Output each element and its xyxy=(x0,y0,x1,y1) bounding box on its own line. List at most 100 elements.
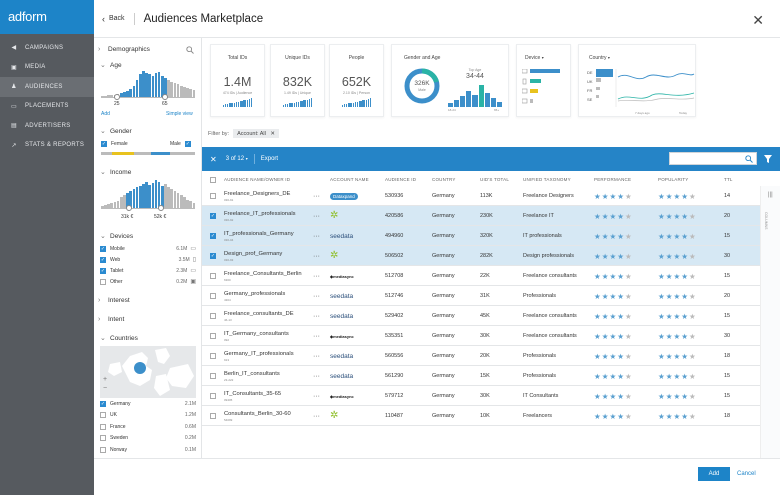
checkbox[interactable] xyxy=(100,412,106,418)
stat-card-total-ids[interactable]: Total IDs 1.4M 474 IDs | Audience xyxy=(210,44,265,117)
country-row-france[interactable]: France 0.6M xyxy=(100,422,196,431)
column-header[interactable]: PERFORMANCE xyxy=(594,177,632,182)
performance-stars[interactable]: ★ ★ ★ ★ ★ xyxy=(594,246,632,266)
country-row-sweden[interactable]: Sweden 0.2M xyxy=(100,434,196,443)
row-checkbox[interactable] xyxy=(210,333,216,339)
income-histogram[interactable] xyxy=(101,180,196,208)
audience-name[interactable]: Freelance_Consultants_Berlin xyxy=(224,270,302,277)
stat-card-people[interactable]: People 652K 2.10 IDs | Person xyxy=(329,44,384,117)
more-options-icon[interactable]: ··· xyxy=(313,312,320,320)
more-options-icon[interactable]: ··· xyxy=(313,292,320,300)
logo[interactable]: adform xyxy=(0,0,94,34)
table-row[interactable]: Berlin_IT_consultants 23-222 ··· seedata 561… xyxy=(202,366,762,386)
account-filter-chip[interactable]: Account: All ✕ xyxy=(233,129,279,138)
income-header[interactable]: ⌄ Income xyxy=(100,168,131,177)
row-checkbox[interactable]: ✓ xyxy=(210,253,216,259)
column-header[interactable]: ACCOUNT NAME xyxy=(330,177,369,182)
more-options-icon[interactable]: ··· xyxy=(313,192,320,200)
row-checkbox[interactable] xyxy=(210,393,216,399)
close-icon[interactable]: ✕ xyxy=(210,154,217,164)
device-row-web[interactable]: ✓ Web 3.5M ▯ xyxy=(100,255,196,264)
checkbox[interactable]: ✓ xyxy=(100,245,106,252)
audience-name[interactable]: Berlin_IT_consultants xyxy=(224,370,280,377)
row-checkbox[interactable] xyxy=(210,353,216,359)
performance-stars[interactable]: ★ ★ ★ ★ ★ xyxy=(594,346,632,366)
column-header[interactable]: POPULARITY xyxy=(658,177,689,182)
demographics-header[interactable]: › Demographics xyxy=(98,46,150,53)
audience-name[interactable]: IT_Consultants_35-65 xyxy=(224,390,282,397)
selection-count[interactable]: 3 of 12 ▾ xyxy=(226,156,248,162)
sidebar-item-stats-reports[interactable]: ↗ STATS & REPORTS xyxy=(0,136,94,156)
row-checkbox[interactable] xyxy=(210,413,216,419)
popularity-stars[interactable]: ★ ★ ★ ★ ★ xyxy=(658,346,696,366)
select-all-checkbox[interactable] xyxy=(210,177,216,183)
age-slider-max-handle[interactable] xyxy=(162,94,168,100)
performance-stars[interactable]: ★ ★ ★ ★ ★ xyxy=(594,206,632,226)
audience-name[interactable]: Freelance_consultants_DE xyxy=(224,310,294,317)
interest-header[interactable]: › Interest xyxy=(98,297,130,304)
table-row[interactable]: Consultants_Berlin_30-60 54099 ··· ✲ 110487 G… xyxy=(202,406,762,426)
country-row-uk[interactable]: UK 1.2M xyxy=(100,411,196,420)
device-card[interactable]: Device ▾ xyxy=(516,44,571,117)
zoom-in-button[interactable]: + xyxy=(103,376,108,383)
column-header[interactable]: UID'S TOTAL xyxy=(480,177,510,182)
device-row-tablet[interactable]: ✓ Tablet 2.3M ▭ xyxy=(100,266,196,275)
row-checkbox[interactable]: ✓ xyxy=(210,213,216,219)
checkbox[interactable] xyxy=(100,278,106,285)
table-row[interactable]: IT_Consultants_35-65 09405 ··· ◆mediasync 57… xyxy=(202,386,762,406)
popularity-stars[interactable]: ★ ★ ★ ★ ★ xyxy=(658,286,696,306)
table-row[interactable]: Germany_IT_professionals 913 ··· seedata 560… xyxy=(202,346,762,366)
column-header[interactable]: TTL xyxy=(724,177,733,182)
sidebar-item-placements[interactable]: ▭ PLACEMENTS xyxy=(0,97,94,117)
column-header[interactable]: AUDIENCE ID xyxy=(385,177,417,182)
close-icon[interactable]: ✕ xyxy=(752,12,764,28)
country-card-title[interactable]: Country ▾ xyxy=(579,55,695,61)
sidebar-item-media[interactable]: ▣ MEDIA xyxy=(0,58,94,78)
back-button[interactable]: ‹ Back xyxy=(102,12,135,25)
popularity-stars[interactable]: ★ ★ ★ ★ ★ xyxy=(658,186,696,206)
performance-stars[interactable]: ★ ★ ★ ★ ★ xyxy=(594,326,632,346)
popularity-stars[interactable]: ★ ★ ★ ★ ★ xyxy=(658,306,696,326)
filter-icon[interactable] xyxy=(764,155,772,163)
checkbox[interactable]: ✓ xyxy=(100,400,106,407)
row-checkbox[interactable]: ✓ xyxy=(210,233,216,239)
audience-name[interactable]: IT_professionals_Germany xyxy=(224,230,294,237)
performance-stars[interactable]: ★ ★ ★ ★ ★ xyxy=(594,386,632,406)
column-header[interactable]: COUNTRY xyxy=(432,177,456,182)
row-checkbox[interactable] xyxy=(210,373,216,379)
table-row[interactable]: ✓ IT_professionals_Germany 030-04 ··· seedat… xyxy=(202,226,762,246)
row-checkbox[interactable] xyxy=(210,273,216,279)
checkbox[interactable] xyxy=(100,423,106,430)
gender-header[interactable]: ⌄ Gender xyxy=(100,127,132,136)
simple-view-link[interactable]: Simple view xyxy=(166,111,193,117)
row-checkbox[interactable] xyxy=(210,193,216,199)
popularity-stars[interactable]: ★ ★ ★ ★ ★ xyxy=(658,366,696,386)
more-options-icon[interactable]: ··· xyxy=(313,372,320,380)
age-add-link[interactable]: Add xyxy=(101,111,110,117)
popularity-stars[interactable]: ★ ★ ★ ★ ★ xyxy=(658,406,696,426)
checkbox[interactable]: ✓ xyxy=(100,267,106,274)
intent-header[interactable]: › Intent xyxy=(98,316,124,323)
row-checkbox[interactable] xyxy=(210,293,216,299)
more-options-icon[interactable]: ··· xyxy=(313,232,320,240)
audience-name[interactable]: Germany_professionals xyxy=(224,290,286,297)
table-row[interactable]: Germany_professionals 4304 ··· seedata 51274… xyxy=(202,286,762,306)
age-slider-min-handle[interactable] xyxy=(114,94,120,100)
table-row[interactable]: Freelance_Designers_DE 030-91 ··· Dataxpand… xyxy=(202,186,762,206)
country-card[interactable]: Country ▾ DE UK FR SE 7 days ago Today xyxy=(578,44,696,117)
audience-name[interactable]: Freelance_Designers_DE xyxy=(224,190,291,197)
sidebar-item-audiences[interactable]: ♟ AUDIENCES xyxy=(0,77,94,97)
zoom-out-button[interactable]: − xyxy=(103,385,108,392)
close-icon[interactable]: ✕ xyxy=(270,130,275,137)
table-row[interactable]: IT_Germany_consultants 092 ··· ◆mediasync 53… xyxy=(202,326,762,346)
income-slider-min-handle[interactable] xyxy=(126,205,132,211)
device-card-title[interactable]: Device ▾ xyxy=(517,55,570,61)
popularity-stars[interactable]: ★ ★ ★ ★ ★ xyxy=(658,206,696,226)
countries-map[interactable] xyxy=(100,346,196,398)
table-row[interactable]: ✓ Freelance_IT_professionals 030-92 ··· ✲ 420… xyxy=(202,206,762,226)
table-row[interactable]: ✓ Design_prof_Germany 030-93 ··· ✲ 506502 Germ… xyxy=(202,246,762,266)
search-icon[interactable] xyxy=(186,46,194,54)
table-row[interactable]: Freelance_consultants_DE 46-13 ··· seedata 5… xyxy=(202,306,762,326)
stat-card-unique-ids[interactable]: Unique IDs 832K 1.49 IDs | Unique xyxy=(270,44,325,117)
more-options-icon[interactable]: ··· xyxy=(313,392,320,400)
